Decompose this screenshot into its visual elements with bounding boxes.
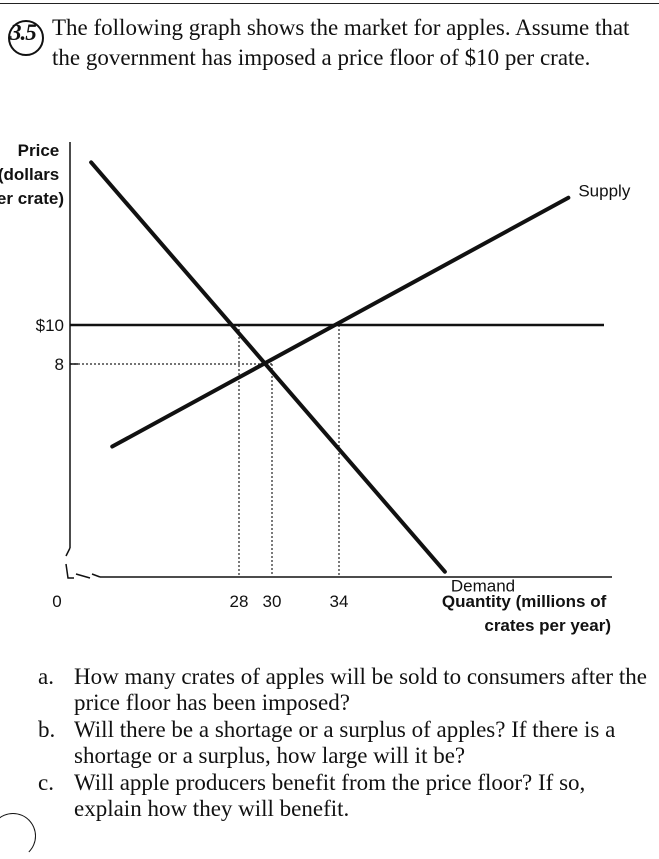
supply-label: Supply [578,182,630,201]
x-tick-label-30: 30 [263,592,282,611]
y-axis-title: Price (dollars per crate) [0,141,64,208]
y-tick-label-8: 8 [55,355,64,374]
x-axis-title-line-1: Quantity (millions of [442,592,607,611]
series-labels: Supply Demand [451,182,631,596]
y-axis-title-line-1: Price [18,141,60,160]
problem-number-badge: 3.5 [8,20,44,56]
y-tick-marks [70,324,78,365]
demand-curve [89,160,447,574]
part-text: Will there be a shortage or a surplus of… [74,717,616,768]
y-tick-label-10: $10 [36,316,64,335]
part-letter: b. [38,717,56,742]
question-text: The following graph shows the market for… [52,15,630,70]
part-letter: a. [38,664,54,689]
axis-break-mark [65,547,101,579]
x-tick-label-34: 34 [330,592,349,611]
margin-pen-mark [0,813,36,859]
question-part-c: c. Will apple producers benefit from the… [38,770,648,822]
demand-label: Demand [451,577,515,596]
x-axis-title-line-2: crates per year) [484,616,611,635]
y-tick-labels: $10 8 [36,316,64,374]
question-part-b: b. Will there be a shortage or a surplus… [38,717,648,769]
supply-curve [110,195,571,449]
question-parts: a. How many crates of apples will be sol… [38,664,648,823]
y-axis-title-line-3: per crate) [0,189,64,208]
part-letter: c. [38,770,54,795]
x-tick-labels: 28 30 34 [230,592,349,611]
guide-lines [70,325,340,575]
apple-market-graph: Price (dollars per crate) Quantity (mill… [0,141,631,635]
top-rule [0,3,659,4]
origin-label: 0 [52,592,61,611]
y-axis-title-line-2: (dollars [0,165,59,184]
problem-number: 3.5 [10,20,37,45]
x-axis-title: Quantity (millions of crates per year) [442,592,611,635]
question-part-a: a. How many crates of apples will be sol… [38,664,648,716]
series-lines [89,160,571,574]
part-text: Will apple producers benefit from the pr… [74,770,586,821]
part-text: How many crates of apples will be sold t… [74,664,647,715]
x-tick-label-28: 28 [230,592,249,611]
